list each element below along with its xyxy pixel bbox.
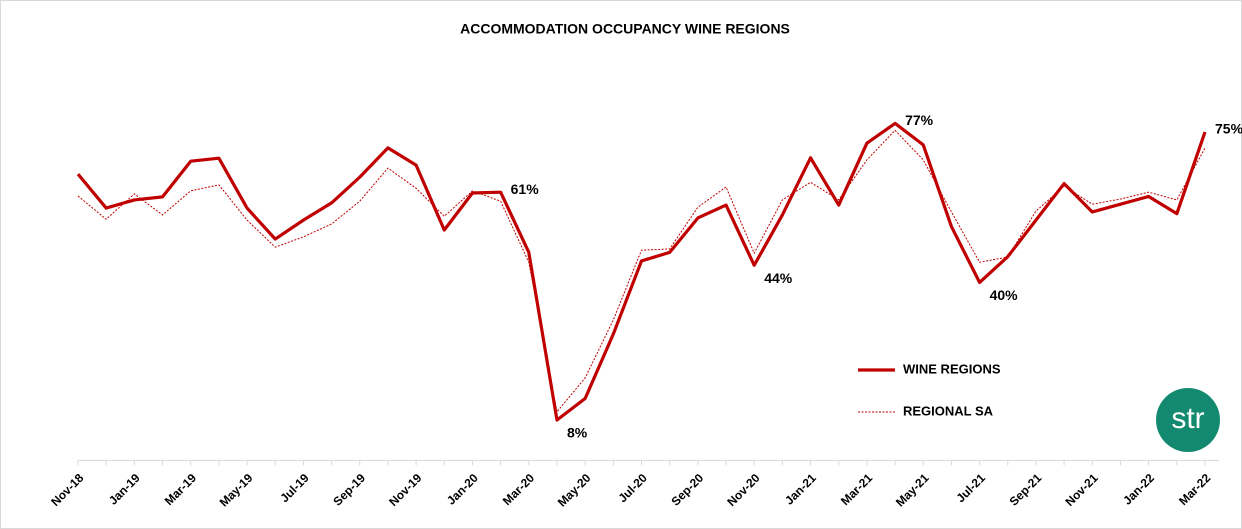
- data-label: 61%: [511, 181, 540, 197]
- legend-label: REGIONAL SA: [903, 403, 994, 418]
- data-label: 75%: [1215, 121, 1242, 137]
- logo-badge: [1156, 388, 1220, 452]
- data-label: 44%: [764, 270, 793, 286]
- logo: str: [1171, 402, 1204, 435]
- line-series: [76, 121, 1207, 422]
- legend-label: WINE REGIONS: [903, 361, 1001, 376]
- line-series: [77, 129, 1206, 413]
- data-label: 77%: [905, 112, 934, 128]
- chart-title: ACCOMMODATION OCCUPANCY WINE REGIONS: [460, 21, 790, 37]
- data-label: 40%: [990, 287, 1019, 303]
- data-label: 8%: [567, 425, 588, 441]
